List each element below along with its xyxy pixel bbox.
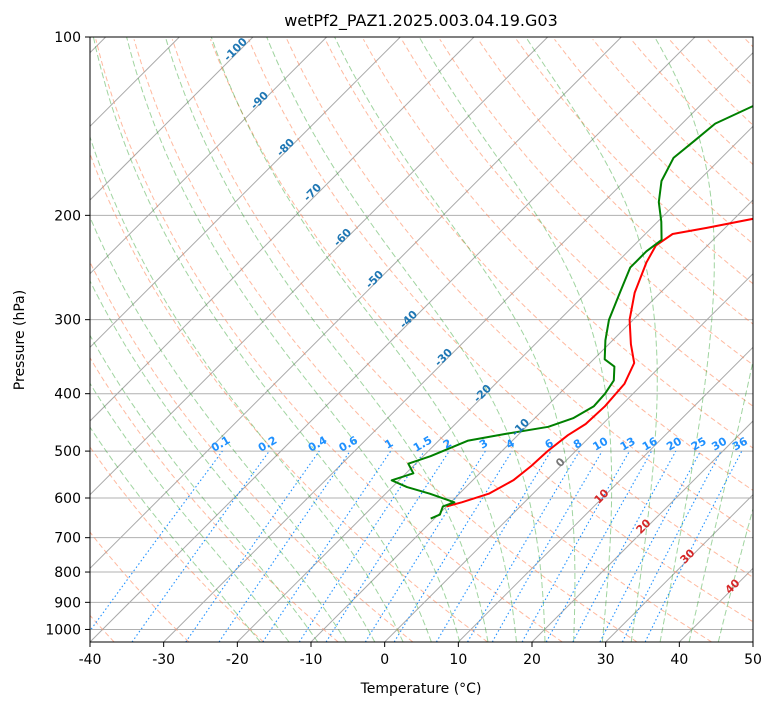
moist-adiabat-line	[717, 506, 753, 642]
temperature-profile	[446, 217, 753, 508]
dry-adiabat-line	[362, 39, 753, 449]
y-tick-label: 100	[54, 30, 81, 46]
x-tick-label: 20	[523, 652, 541, 668]
moist-adiabat-line	[266, 37, 546, 642]
y-tick-label: 900	[54, 595, 81, 611]
isotherm-line	[531, 420, 753, 642]
y-tick-label: 300	[54, 313, 81, 329]
y-tick-label: 500	[54, 444, 81, 460]
mixing-ratio-line	[644, 450, 743, 642]
mixing-ratio-line	[325, 450, 450, 642]
mixing-ratio-line	[262, 450, 392, 642]
mixing-ratio-line	[572, 450, 677, 642]
dry-adiabat-line	[592, 38, 753, 205]
dry-adiabat-line	[95, 39, 563, 642]
moist-adiabat-line	[90, 382, 290, 642]
dry-adiabat-line	[133, 39, 638, 642]
pressure-gridlines	[90, 37, 753, 630]
x-tick-label: 30	[597, 652, 615, 668]
y-tick-label: 1000	[45, 622, 81, 638]
plot-area: 0.1 0.2 0.4 0.6 1 1.5 2 3 4 6 8 10 13 16 20 25 30 36-100-…	[45, 30, 762, 668]
x-tick-label: -30	[152, 652, 175, 668]
moist-adiabat-line	[210, 37, 517, 642]
isotherm-line	[236, 125, 753, 642]
moist-adiabat-line	[654, 37, 715, 642]
dry-adiabat-line	[439, 39, 753, 366]
x-tick-label: -10	[300, 652, 323, 668]
x-tick-label: 10	[449, 652, 467, 668]
dewpoint-profile	[390, 104, 753, 520]
isotherm-line	[90, 37, 328, 275]
moist-adiabat-line	[90, 215, 376, 642]
mixing-ratio-line	[185, 450, 320, 642]
moist-adiabat-line	[92, 37, 432, 642]
chart-title: wetPf2_PAZ1.2025.003.04.19.G03	[284, 11, 558, 31]
mixing-ratio-line	[521, 450, 630, 642]
mixing-ratio-line	[545, 450, 653, 642]
isotherm-line	[90, 37, 622, 570]
dry-adiabat-line	[210, 39, 753, 623]
dry-adiabat-line	[401, 39, 753, 407]
moist-adiabat-line	[126, 37, 461, 642]
x-tick-label: 0	[380, 652, 389, 668]
mixing-ratio-line	[218, 450, 351, 642]
moist-adiabat-line	[90, 135, 404, 642]
y-tick-label: 400	[54, 387, 81, 403]
isotherm-line	[90, 37, 401, 349]
isotherm-line	[605, 493, 753, 642]
moist-adiabat-line	[164, 37, 489, 642]
x-axis-label: Temperature (°C)	[360, 681, 482, 697]
dry-adiabat-line	[90, 356, 339, 642]
moist-adiabat-line	[525, 37, 658, 642]
isotherm-line	[90, 37, 549, 496]
y-tick-label: 600	[54, 491, 81, 507]
dry-adiabat-line	[171, 39, 712, 642]
moist-adiabat-line	[90, 279, 347, 642]
moist-adiabat-line	[334, 37, 576, 642]
y-tick-label: 200	[54, 208, 81, 224]
moist-adiabat-line	[90, 426, 261, 642]
isotherm-line	[90, 37, 254, 201]
moist-adiabat-line	[418, 37, 613, 642]
x-tick-label: -20	[226, 652, 249, 668]
x-tick-label: -40	[79, 652, 102, 668]
moist-adiabats	[90, 37, 753, 642]
y-tick-label: 800	[54, 565, 81, 581]
isotherm-line	[163, 51, 753, 642]
moist-adiabat-line	[90, 334, 319, 642]
isotherm-line	[384, 272, 753, 642]
plot-frame	[89, 36, 754, 643]
dry-adiabat-line	[515, 39, 753, 285]
dry-adiabat-line	[324, 39, 753, 491]
isotherm-line	[90, 37, 696, 642]
x-tick-label: 40	[670, 652, 688, 668]
dry-adiabat-line	[248, 39, 753, 578]
dry-adiabat-line	[477, 39, 753, 325]
mixing-ratio-line	[131, 450, 270, 642]
dry-adiabats	[90, 38, 753, 642]
y-axis-label: Pressure (hPa)	[12, 290, 28, 390]
dry-adiabat-line	[90, 152, 488, 642]
isotherm-line	[457, 346, 753, 642]
y-tick-label: 700	[54, 531, 81, 547]
profile-series	[390, 104, 753, 520]
mixing-ratio-line	[90, 450, 223, 632]
dry-adiabat-line	[286, 39, 753, 535]
moist-adiabat-line	[688, 358, 753, 642]
mixing-ratio-line	[298, 450, 425, 642]
x-tick-label: 50	[744, 652, 762, 668]
skewed-isotherms	[90, 37, 753, 642]
dry-adiabat-line	[90, 260, 414, 642]
isotherm-line	[90, 37, 475, 422]
